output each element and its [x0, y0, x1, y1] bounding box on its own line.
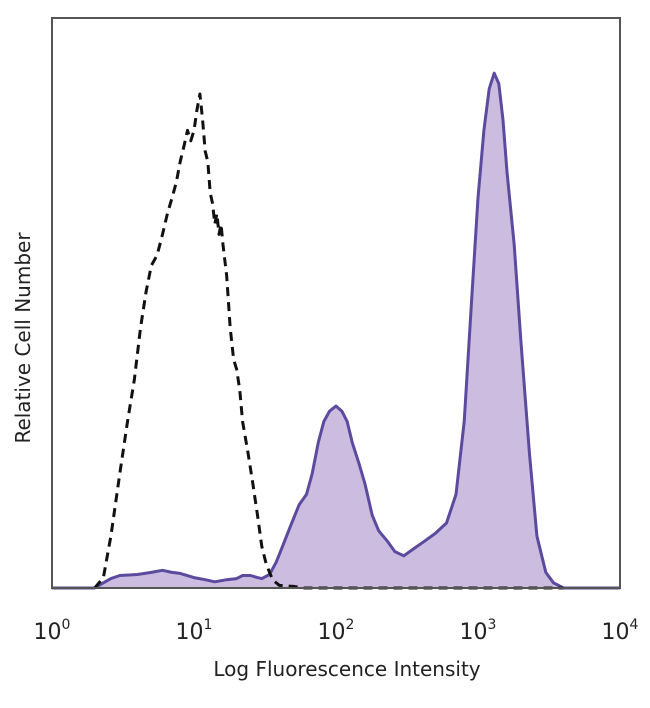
x-tick-label-0: 100 — [34, 617, 71, 645]
x-axis-title: Log Fluorescence Intensity — [213, 657, 480, 681]
x-tick-label-2: 102 — [318, 617, 355, 645]
x-tick-label-3: 103 — [460, 617, 497, 645]
x-tick-label-4: 104 — [602, 617, 639, 645]
series-1-line — [52, 71, 620, 590]
x-tick-labels: 100 101 102 103 104 — [34, 617, 639, 645]
plot-frame — [51, 17, 621, 589]
y-axis-title: Relative Cell Number — [11, 232, 35, 444]
series-layer — [52, 71, 620, 590]
x-tick-label-1: 101 — [176, 617, 213, 645]
